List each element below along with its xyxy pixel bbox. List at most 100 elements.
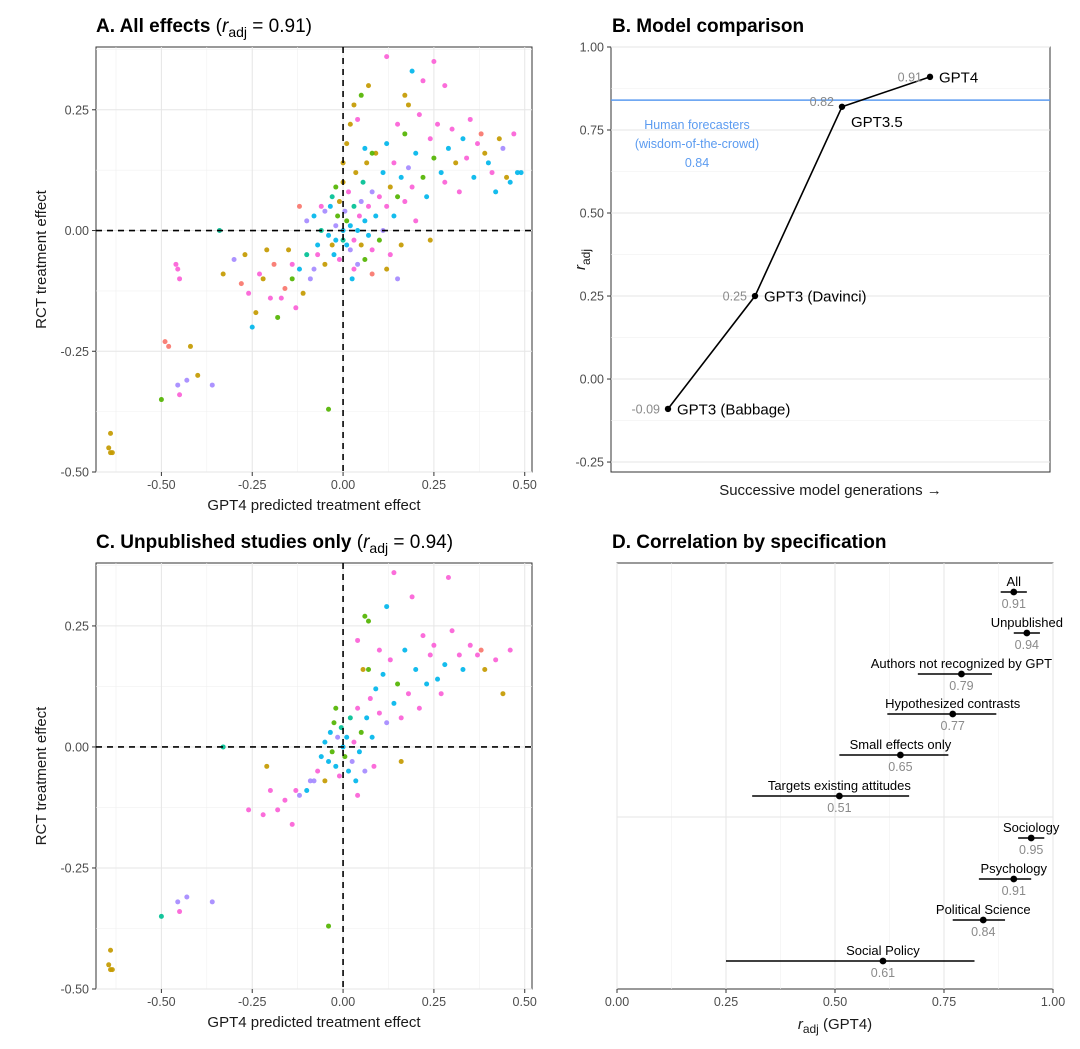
panel-a-point — [449, 126, 455, 132]
panel-c-point — [478, 647, 484, 653]
panel-c-point — [380, 671, 386, 677]
panel-b-value-label: 0.91 — [898, 70, 922, 84]
panel-a-point — [300, 290, 306, 296]
panel-a-point — [355, 228, 361, 234]
panel-d-spec-label: Authors not recognized by GPT — [871, 656, 1052, 671]
panel-d-xtick-label: 0.00 — [605, 995, 629, 1009]
panel-d-intervals: 0.00 0.25 0.50 0.75 1.00 All 0.91 Unpublished 0.… — [605, 562, 1065, 1036]
panel-d-point — [1010, 875, 1018, 883]
panel-d-value-label: 0.61 — [871, 966, 895, 980]
panel-b-plot-area — [610, 46, 1051, 473]
panel-c-point — [402, 647, 408, 653]
panel-d-spec-label: Targets existing attitudes — [768, 778, 912, 793]
panel-c-point — [333, 705, 339, 711]
panel-a-point — [424, 194, 430, 200]
panel-a-point — [304, 252, 310, 258]
panel-a-point — [336, 257, 342, 262]
panel-c-point — [384, 604, 390, 610]
panel-a-point — [278, 295, 284, 301]
panel-a-point — [445, 145, 451, 151]
panel-a-title-r: r — [222, 16, 229, 37]
panel-c-point — [364, 715, 370, 721]
panel-a-point — [395, 194, 401, 200]
panel-a-point — [504, 174, 510, 180]
panel-a-point — [351, 237, 357, 243]
panel-a-point — [358, 242, 364, 248]
panel-a-point — [347, 121, 353, 127]
panel-d-value-label: 0.51 — [827, 801, 851, 815]
panel-b-value-label: 0.82 — [810, 95, 834, 109]
panel-c-point — [108, 947, 114, 953]
panel-a-title-paren-open: ( — [210, 16, 222, 37]
panel-b-y-axis-label: radj — [572, 249, 593, 270]
panel-c-point — [355, 792, 361, 798]
panel-b-ytick-label: 0.50 — [580, 207, 604, 221]
panel-c-point — [409, 594, 415, 600]
panel-a-point — [402, 92, 408, 98]
panel-a-point — [175, 266, 181, 272]
panel-c-point — [427, 652, 433, 658]
panel-c-point — [356, 749, 362, 755]
panel-c-point — [184, 894, 190, 900]
panel-c-point — [360, 667, 366, 672]
panel-a-point — [296, 203, 302, 209]
panel-a-point — [373, 213, 379, 219]
panel-a-point — [264, 247, 270, 253]
panel-b-line: -0.25 0.00 0.25 0.50 0.75 1.00 Human forecaste… — [572, 41, 1051, 499]
panel-d-spec-label: Social Policy — [846, 943, 920, 958]
panel-d-xtick-label: 0.50 — [823, 995, 847, 1009]
panel-c-title-sub: adj — [369, 540, 388, 556]
panel-a-point — [435, 121, 441, 127]
panel-c-point — [289, 821, 295, 827]
panel-c-point — [106, 962, 112, 968]
panel-c-point — [331, 720, 337, 726]
panel-d-point — [949, 710, 957, 718]
panel-a-point — [500, 145, 506, 151]
panel-a-point — [384, 203, 390, 209]
panel-c-ytick-label: -0.50 — [61, 983, 90, 997]
panel-c-title-paren-open: ( — [351, 532, 363, 553]
panel-c-point — [322, 739, 328, 745]
panel-a-point — [187, 343, 193, 349]
panel-c-point — [500, 691, 506, 697]
panel-c-point — [329, 749, 335, 755]
panel-c-point — [326, 758, 332, 764]
panel-d-x-axis-label-sub: adj — [803, 1022, 819, 1036]
panel-a-point — [514, 170, 520, 176]
panel-a-point — [420, 174, 426, 180]
panel-b-point — [751, 292, 759, 300]
panel-a-point — [369, 150, 375, 156]
panel-a-point — [362, 145, 368, 151]
panel-a-point — [331, 252, 337, 258]
panel-a-point — [507, 179, 513, 185]
panel-a-point — [333, 223, 339, 229]
panel-a-point — [344, 141, 350, 147]
panel-a-point — [358, 92, 364, 98]
panel-b-ytick-label: 0.75 — [580, 124, 604, 138]
panel-c-point — [460, 667, 466, 672]
panel-a-point — [355, 116, 361, 122]
panel-b-y-axis-label-sub: adj — [579, 249, 593, 265]
panel-d-value-label: 0.91 — [1002, 597, 1026, 611]
panel-c-point — [296, 792, 302, 798]
panel-a-point — [177, 276, 183, 282]
panel-a-title-sub: adj — [228, 24, 247, 40]
panel-c-ytick-label: 0.25 — [65, 619, 89, 633]
panel-a-point — [173, 261, 179, 267]
panel-a-point — [364, 160, 370, 166]
panel-a-point — [482, 150, 488, 156]
panel-c-point — [362, 768, 368, 774]
panel-c-point — [311, 778, 317, 784]
panel-b-ytick-label: 0.25 — [580, 290, 604, 304]
panel-b-human-label-line1: Human forecasters — [644, 118, 750, 132]
panel-a-point — [329, 242, 335, 248]
panel-c-point — [376, 647, 382, 653]
panel-a-xtick-label: -0.25 — [238, 478, 267, 492]
panel-a-point — [405, 102, 411, 108]
panel-c-title-paren-close: ) — [447, 532, 453, 553]
panel-c-point — [416, 705, 422, 711]
panel-c-point — [405, 691, 411, 697]
panel-c-point — [420, 633, 426, 639]
panel-c-point — [366, 667, 371, 672]
panel-d-point — [958, 670, 965, 678]
